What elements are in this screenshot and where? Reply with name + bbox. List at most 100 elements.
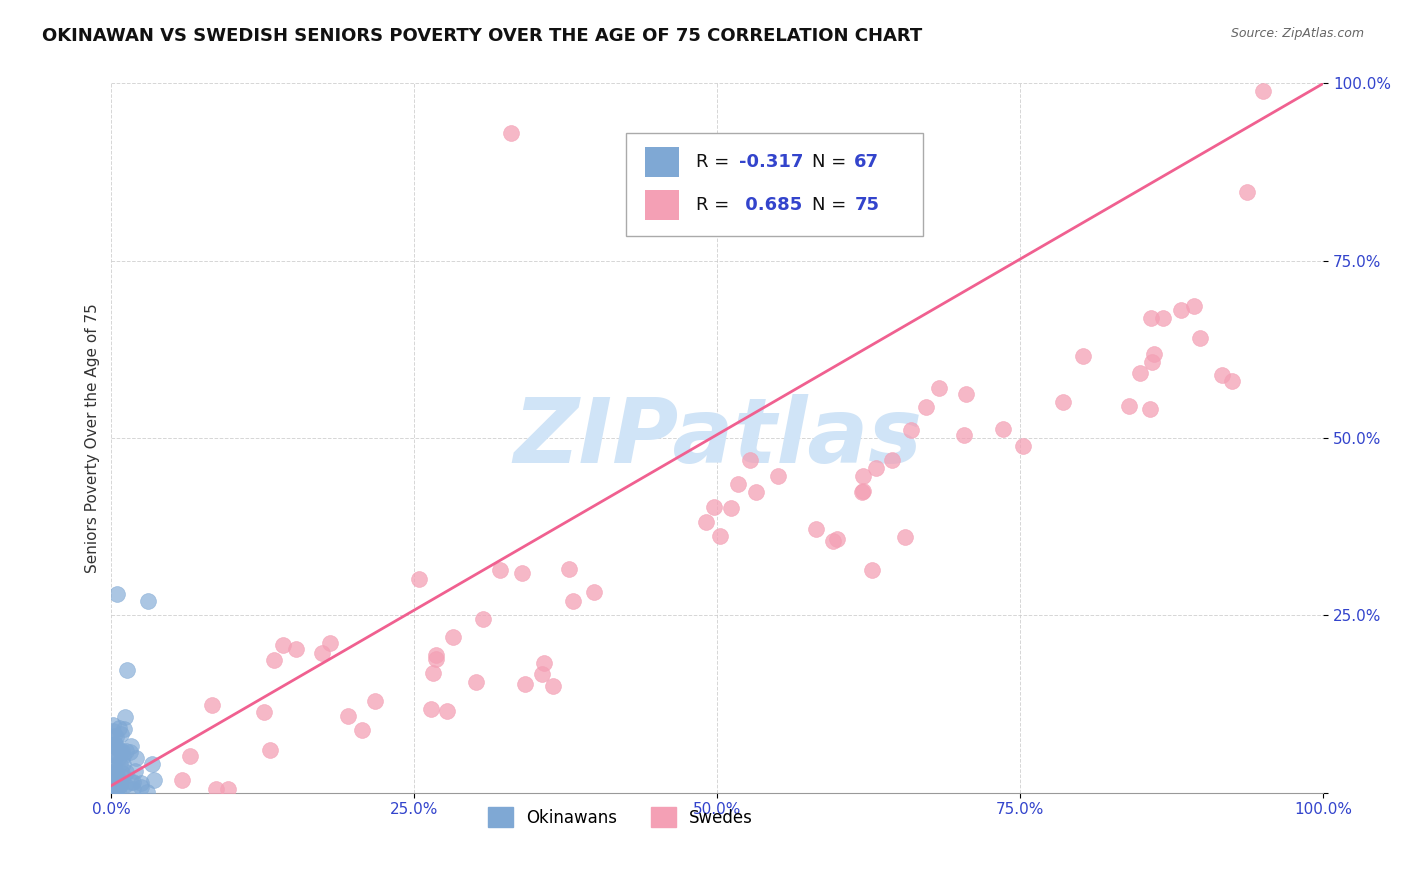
Point — [1011, 439, 1033, 453]
Point — [1189, 331, 1212, 345]
Point — [745, 484, 768, 499]
Point — [1182, 299, 1205, 313]
Point — [101, 774, 124, 789]
Point — [880, 453, 903, 467]
Point — [894, 530, 917, 544]
Point — [695, 516, 717, 530]
Point — [806, 522, 828, 536]
Point — [1236, 185, 1258, 199]
Point — [103, 774, 125, 789]
Point — [852, 483, 875, 498]
Point — [501, 126, 523, 140]
Point — [125, 751, 148, 765]
Point — [766, 469, 789, 483]
Point — [104, 748, 127, 763]
Point — [103, 723, 125, 738]
Point — [104, 730, 127, 744]
Point — [727, 477, 749, 491]
Point — [1139, 402, 1161, 417]
Point — [103, 729, 125, 743]
Text: 0.685: 0.685 — [740, 195, 803, 214]
Point — [420, 702, 443, 716]
Point — [825, 532, 848, 546]
Text: R =: R = — [696, 195, 734, 214]
Point — [120, 775, 142, 789]
Text: N =: N = — [811, 195, 852, 214]
Point — [914, 400, 936, 414]
Point — [104, 784, 127, 798]
Point — [422, 665, 444, 680]
Point — [851, 469, 873, 483]
Point — [425, 648, 447, 662]
Point — [104, 770, 127, 784]
Point — [101, 783, 124, 797]
Point — [541, 679, 564, 693]
Text: R =: R = — [696, 153, 734, 171]
Point — [107, 782, 129, 797]
Point — [436, 705, 458, 719]
FancyBboxPatch shape — [644, 147, 679, 177]
Point — [115, 765, 138, 780]
Point — [709, 529, 731, 543]
Point — [111, 770, 134, 784]
Text: 67: 67 — [855, 153, 879, 171]
Point — [703, 500, 725, 515]
Point — [530, 666, 553, 681]
Point — [103, 762, 125, 776]
Text: 75: 75 — [855, 195, 879, 214]
Point — [1052, 394, 1074, 409]
Point — [1152, 311, 1174, 326]
Point — [108, 722, 131, 736]
Point — [408, 572, 430, 586]
Point — [253, 706, 276, 720]
Point — [513, 677, 536, 691]
Point — [991, 422, 1014, 436]
Point — [170, 773, 193, 788]
Point — [111, 748, 134, 763]
Point — [101, 783, 124, 797]
Point — [129, 780, 152, 794]
Text: ZIPatlas: ZIPatlas — [513, 394, 922, 482]
Point — [900, 423, 922, 437]
Point — [103, 785, 125, 799]
Point — [101, 770, 124, 784]
Point — [1211, 368, 1233, 383]
Point — [110, 727, 132, 741]
Point — [441, 631, 464, 645]
FancyBboxPatch shape — [627, 133, 924, 235]
Point — [101, 782, 124, 797]
Point — [1140, 355, 1163, 369]
Point — [510, 566, 533, 580]
Point — [1128, 367, 1150, 381]
Point — [928, 381, 950, 395]
Point — [105, 587, 128, 601]
Text: -0.317: -0.317 — [740, 153, 804, 171]
Point — [952, 428, 974, 442]
Point — [103, 785, 125, 799]
Point — [582, 585, 605, 599]
Point — [141, 756, 163, 771]
Point — [1143, 347, 1166, 361]
Point — [103, 785, 125, 799]
Point — [101, 782, 124, 797]
Point — [201, 698, 224, 712]
Point — [103, 780, 125, 794]
Point — [533, 656, 555, 670]
Point — [110, 757, 132, 772]
Point — [1071, 349, 1094, 363]
Point — [111, 744, 134, 758]
Point — [823, 534, 845, 549]
Point — [129, 776, 152, 790]
Point — [111, 766, 134, 780]
Point — [364, 694, 387, 708]
Point — [217, 782, 239, 797]
Point — [284, 641, 307, 656]
Point — [101, 764, 124, 779]
Point — [851, 485, 873, 500]
Point — [110, 775, 132, 789]
Point — [263, 653, 285, 667]
Point — [136, 785, 159, 799]
Point — [1220, 374, 1243, 388]
Point — [103, 758, 125, 772]
Point — [108, 744, 131, 758]
